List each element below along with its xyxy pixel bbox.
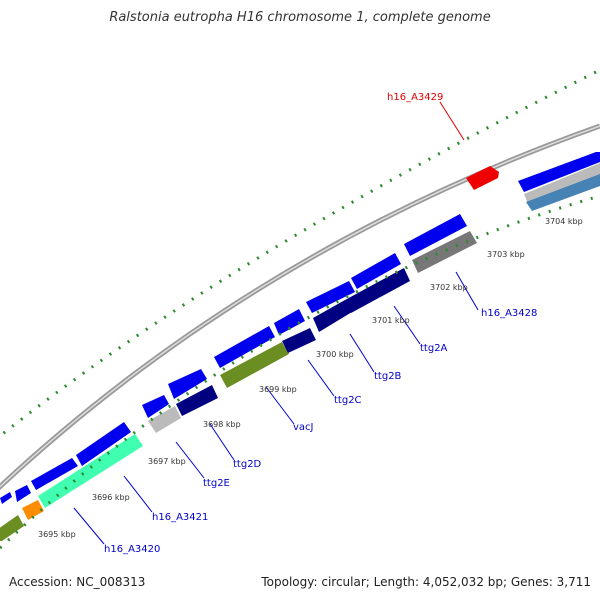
- gene-label-ttg2A[interactable]: ttg2A: [420, 343, 448, 354]
- leader-ttg2B: [349, 333, 375, 373]
- gene-orange[interactable]: [22, 500, 44, 520]
- forward-cds[interactable]: [306, 281, 355, 313]
- gene-ttg2E[interactable]: [176, 385, 218, 416]
- scale-label: 3699 kbp: [259, 385, 297, 394]
- scale-label: 3704 kbp: [545, 217, 583, 226]
- leader-h16-A3420: [73, 507, 105, 545]
- gene-label-ttg2D[interactable]: ttg2D: [233, 459, 262, 470]
- gene-h16-A3428[interactable]: [412, 231, 477, 273]
- leader-h16-A3429: [439, 101, 465, 141]
- label-leaders: [73, 101, 479, 545]
- leader-ttg2D: [209, 423, 235, 461]
- gene-label-h16-A3421[interactable]: h16_A3421: [152, 512, 208, 523]
- scale-label: 3696 kbp: [92, 493, 130, 502]
- scale-labels: 3695 kbp 3696 kbp 3697 kbp 3698 kbp 3699…: [38, 217, 583, 539]
- gene-ttg2D[interactable]: [282, 328, 316, 353]
- gene-h16-A3420[interactable]: [38, 434, 143, 508]
- forward-cds[interactable]: [518, 152, 600, 192]
- leader-ttg2A: [393, 305, 421, 345]
- scale-label: 3695 kbp: [38, 530, 76, 539]
- forward-cds[interactable]: [0, 492, 12, 504]
- forward-cds[interactable]: [15, 485, 31, 502]
- forward-cds[interactable]: [404, 214, 467, 256]
- gene-label-h16-A3429[interactable]: h16_A3429: [387, 92, 443, 103]
- leader-vacJ: [265, 386, 295, 425]
- gene-label-vacJ[interactable]: vacJ: [293, 422, 314, 433]
- gene-vacJ[interactable]: [220, 342, 289, 388]
- leader-ttg2E: [175, 441, 205, 479]
- scale-label: 3698 kbp: [203, 420, 241, 429]
- map-title: Ralstonia eutropha H16 chromosome 1, com…: [109, 10, 491, 25]
- leader-h16-A3428: [455, 271, 479, 311]
- leader-ttg2C: [307, 359, 335, 397]
- forward-cds[interactable]: [168, 369, 207, 399]
- gene-label-h16-A3420[interactable]: h16_A3420: [104, 544, 160, 555]
- gene-label-h16-A3428[interactable]: h16_A3428: [481, 308, 537, 319]
- gene-label-ttg2E[interactable]: ttg2E: [203, 478, 230, 489]
- leader-h16-A3421: [123, 475, 153, 513]
- gene-h16-A3421[interactable]: [148, 406, 181, 433]
- gene-label-ttg2C[interactable]: ttg2C: [334, 395, 362, 406]
- scale-label: 3701 kbp: [372, 316, 410, 325]
- forward-cds[interactable]: [274, 309, 305, 335]
- gene-h16-A3429[interactable]: [466, 166, 499, 190]
- topology-label: Topology: circular; Length: 4,052,032 bp…: [261, 575, 591, 589]
- gene-ttg2B[interactable]: [345, 268, 410, 313]
- forward-cds[interactable]: [76, 422, 131, 466]
- gene-labels: h16_A3429 h16_A3428 ttg2A ttg2B ttg2C va…: [104, 92, 537, 555]
- scale-label: 3703 kbp: [487, 250, 525, 259]
- gene-label-ttg2B[interactable]: ttg2B: [374, 371, 402, 382]
- forward-cds[interactable]: [31, 458, 78, 490]
- gene-steelblue-right[interactable]: [526, 174, 600, 211]
- inner-scale-ring: [0, 194, 600, 550]
- forward-cds[interactable]: [351, 253, 401, 289]
- forward-cds[interactable]: [142, 395, 169, 418]
- scale-label: 3700 kbp: [316, 350, 354, 359]
- scale-label: 3697 kbp: [148, 457, 186, 466]
- gene-ttg2C[interactable]: [313, 300, 352, 332]
- reverse-cds-track: [0, 163, 600, 541]
- backbone-highlight: [0, 125, 600, 488]
- gene-vacJ-like-left[interactable]: [0, 515, 24, 541]
- outer-scale-ring: [0, 68, 600, 438]
- forward-cds[interactable]: [214, 326, 275, 368]
- accession-label: Accession: NC_008313: [9, 575, 146, 589]
- scale-label: 3702 kbp: [430, 283, 468, 292]
- forward-cds-track: [0, 152, 600, 504]
